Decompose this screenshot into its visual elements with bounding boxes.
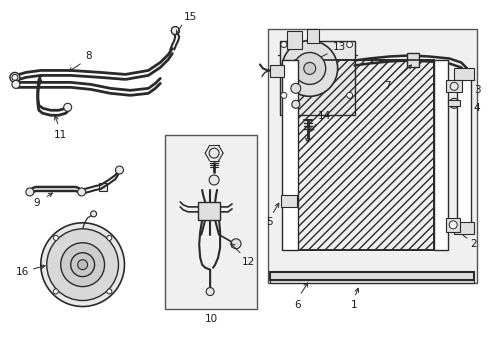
Circle shape [206, 288, 214, 296]
Bar [294, 60, 433, 250]
Circle shape [71, 253, 94, 276]
Circle shape [90, 211, 96, 217]
Bar [306, 28, 318, 42]
Text: 10: 10 [204, 314, 217, 324]
Bar [281, 60, 297, 250]
Circle shape [115, 166, 123, 174]
Text: 1: 1 [350, 300, 357, 310]
Circle shape [209, 148, 219, 158]
Bar [453, 68, 473, 80]
Bar [447, 100, 459, 106]
Text: 2: 2 [469, 239, 475, 249]
Bar [407, 54, 419, 67]
Bar [286, 31, 301, 49]
Circle shape [10, 72, 20, 82]
Bar [279, 41, 354, 115]
Circle shape [346, 41, 352, 48]
Circle shape [171, 27, 179, 35]
Text: 8: 8 [85, 51, 92, 62]
Text: 15: 15 [183, 12, 197, 22]
Circle shape [26, 188, 34, 196]
Circle shape [53, 289, 58, 294]
Bar [433, 60, 447, 250]
Bar [269, 280, 473, 283]
Bar [99, 183, 106, 191]
Text: 14: 14 [317, 111, 331, 121]
Text: 11: 11 [54, 130, 67, 140]
Circle shape [230, 239, 241, 249]
Bar [198, 202, 220, 220]
Circle shape [293, 53, 325, 84]
Circle shape [47, 229, 118, 301]
Circle shape [78, 260, 87, 270]
Bar [294, 60, 433, 250]
Circle shape [53, 235, 58, 240]
Circle shape [448, 221, 456, 229]
Text: 3: 3 [473, 85, 479, 95]
Text: 12: 12 [241, 257, 254, 267]
Text: 4: 4 [473, 103, 479, 113]
Circle shape [107, 289, 112, 294]
Circle shape [448, 98, 458, 108]
Text: 9: 9 [33, 198, 40, 208]
Bar [165, 135, 256, 310]
Circle shape [458, 81, 468, 91]
Circle shape [281, 41, 337, 96]
Bar [446, 80, 461, 92]
Circle shape [291, 100, 299, 108]
Circle shape [346, 92, 352, 98]
Bar [280, 195, 296, 207]
Bar [456, 75, 470, 225]
Circle shape [63, 103, 72, 111]
Text: 13: 13 [332, 41, 346, 51]
Text: 6: 6 [294, 300, 301, 310]
Bar [269, 272, 473, 280]
Circle shape [280, 41, 286, 48]
Circle shape [61, 243, 104, 287]
Bar [446, 218, 459, 232]
Text: 16: 16 [16, 267, 29, 276]
Circle shape [209, 175, 219, 185]
Bar [453, 222, 473, 234]
Bar [267, 28, 476, 283]
Circle shape [449, 82, 457, 90]
Circle shape [290, 84, 300, 93]
Circle shape [303, 62, 315, 75]
Circle shape [41, 223, 124, 306]
Circle shape [107, 235, 112, 240]
Text: 5: 5 [266, 217, 273, 227]
Circle shape [280, 92, 286, 98]
Circle shape [78, 188, 85, 196]
Bar [269, 66, 283, 77]
Circle shape [12, 80, 20, 88]
Text: 7: 7 [384, 81, 390, 91]
